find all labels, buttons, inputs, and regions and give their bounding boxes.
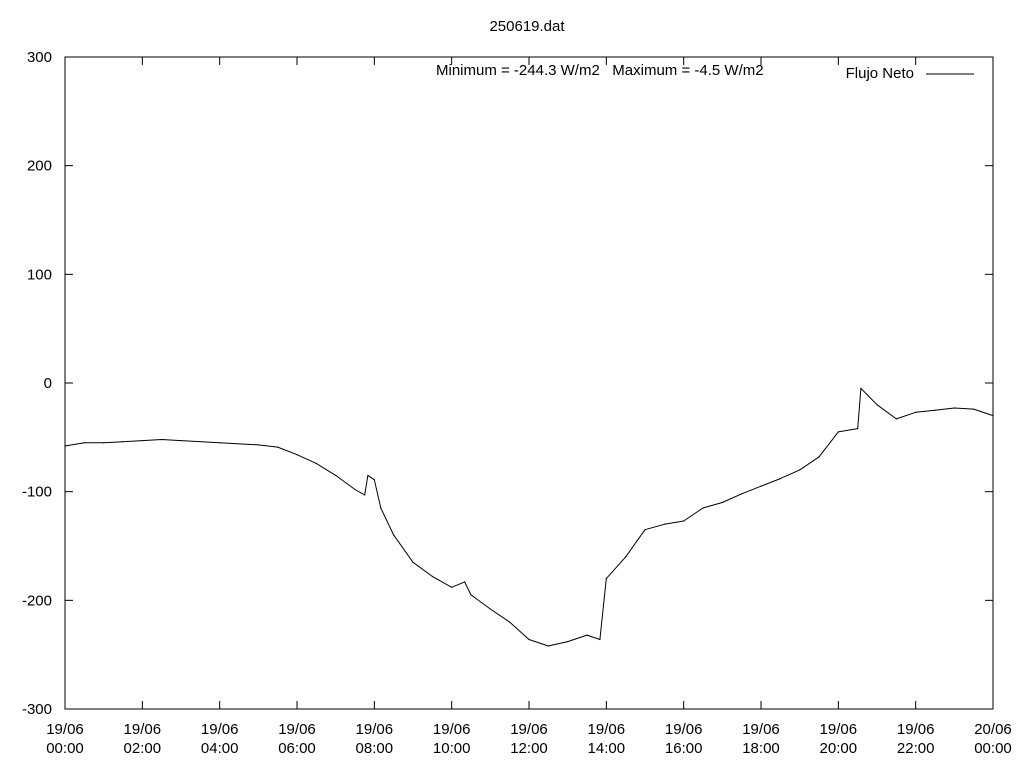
data-point — [470, 594, 472, 596]
data-point — [83, 442, 85, 444]
data-point — [412, 561, 414, 563]
data-point — [180, 440, 182, 442]
x-tick-label-time: 14:00 — [588, 740, 626, 757]
data-point — [354, 488, 356, 491]
chart-title: 250619.dat — [489, 18, 565, 35]
y-tick-label: 0 — [44, 375, 52, 392]
legend: Flujo Neto — [846, 65, 974, 82]
data-point — [818, 456, 820, 458]
x-tick-label-time: 12:00 — [510, 740, 548, 757]
x-tick-label-date: 19/06 — [665, 721, 703, 738]
data-point — [122, 441, 124, 443]
data-point — [367, 474, 369, 476]
x-tick-label-time: 20:00 — [820, 740, 858, 757]
y-tick-label: 100 — [27, 266, 52, 283]
data-point — [380, 507, 382, 509]
x-tick-label-time: 06:00 — [278, 740, 316, 757]
data-point — [277, 446, 279, 448]
series-layer — [64, 387, 994, 647]
data-point — [219, 442, 221, 444]
x-tick-label-date: 19/06 — [201, 721, 239, 738]
data-point — [364, 494, 366, 496]
x-tick-label-time: 08:00 — [356, 740, 394, 757]
x-tick-label-date: 19/06 — [124, 721, 162, 738]
data-point — [895, 418, 897, 420]
data-point — [586, 634, 588, 636]
legend-label: Flujo Neto — [846, 65, 914, 82]
x-tick-label-time: 16:00 — [665, 740, 703, 757]
data-point — [799, 469, 801, 471]
x-tick-label-time: 00:00 — [974, 740, 1012, 757]
y-tick-label: 200 — [27, 158, 52, 175]
x-tick-label-date: 19/06 — [433, 721, 471, 738]
data-point — [663, 523, 665, 525]
data-point — [760, 485, 762, 487]
data-point — [702, 507, 704, 509]
x-tick-label-time: 02:00 — [124, 740, 162, 757]
y-tick-label: 300 — [27, 49, 52, 66]
data-point — [860, 387, 862, 389]
data-point — [161, 438, 163, 441]
data-point — [373, 479, 375, 481]
series-line-flujo-neto — [64, 387, 994, 647]
data-point — [683, 520, 685, 522]
data-point — [315, 462, 317, 464]
x-tick-label-date: 19/06 — [510, 721, 548, 738]
data-point — [393, 534, 395, 536]
x-tick-label-date: 19/06 — [897, 721, 935, 738]
x-tick-label-date: 19/06 — [356, 721, 394, 738]
data-point — [451, 586, 453, 588]
data-point — [599, 638, 601, 641]
data-point — [103, 442, 105, 444]
x-tick-label-date: 19/06 — [278, 721, 316, 738]
x-tick-label-time: 18:00 — [742, 740, 780, 757]
x-tick-label-date: 19/06 — [820, 721, 858, 738]
data-point — [64, 445, 66, 447]
data-point — [992, 415, 994, 417]
x-tick-label-date: 19/06 — [742, 721, 780, 738]
data-point — [509, 621, 511, 623]
data-point — [547, 645, 549, 647]
data-point — [721, 501, 723, 504]
data-point — [953, 407, 955, 409]
y-tick-label: -300 — [22, 701, 52, 718]
min-max-annotation: Minimum = -244.3 W/m2 Maximum = -4.5 W/m… — [436, 62, 764, 79]
y-axis: 300 200 100 0 -100 -200 -300 — [22, 49, 993, 718]
data-point — [335, 474, 337, 476]
data-point — [464, 581, 466, 583]
data-point — [625, 556, 627, 558]
data-point — [528, 638, 530, 641]
data-point — [915, 411, 917, 413]
x-axis: 19/06 00:00 19/06 02:00 19/06 04:00 19/06 06:00… — [46, 57, 1012, 757]
x-tick-label-time: 04:00 — [201, 740, 239, 757]
data-point — [431, 575, 433, 578]
data-point — [644, 529, 646, 531]
x-tick-label-date: 20/06 — [974, 721, 1012, 738]
y-tick-label: -100 — [22, 484, 52, 501]
data-point — [741, 493, 743, 495]
data-point — [779, 478, 781, 480]
x-tick-label-time: 22:00 — [897, 740, 935, 757]
data-point — [876, 404, 878, 406]
data-point — [257, 444, 259, 446]
data-point — [837, 431, 839, 433]
x-tick-label-date: 19/06 — [588, 721, 626, 738]
data-point — [567, 641, 569, 643]
data-point — [296, 454, 298, 456]
x-tick-label-time: 10:00 — [433, 740, 471, 757]
x-tick-label-time: 00:00 — [46, 740, 84, 757]
data-point — [857, 428, 859, 430]
data-point — [973, 408, 975, 410]
plot-area-border — [64, 56, 994, 710]
data-point — [489, 608, 491, 610]
x-tick-label-date: 19/06 — [46, 721, 84, 738]
y-tick-label: -200 — [22, 592, 52, 609]
data-point — [141, 440, 143, 442]
data-point — [934, 409, 936, 411]
data-point — [605, 578, 607, 580]
